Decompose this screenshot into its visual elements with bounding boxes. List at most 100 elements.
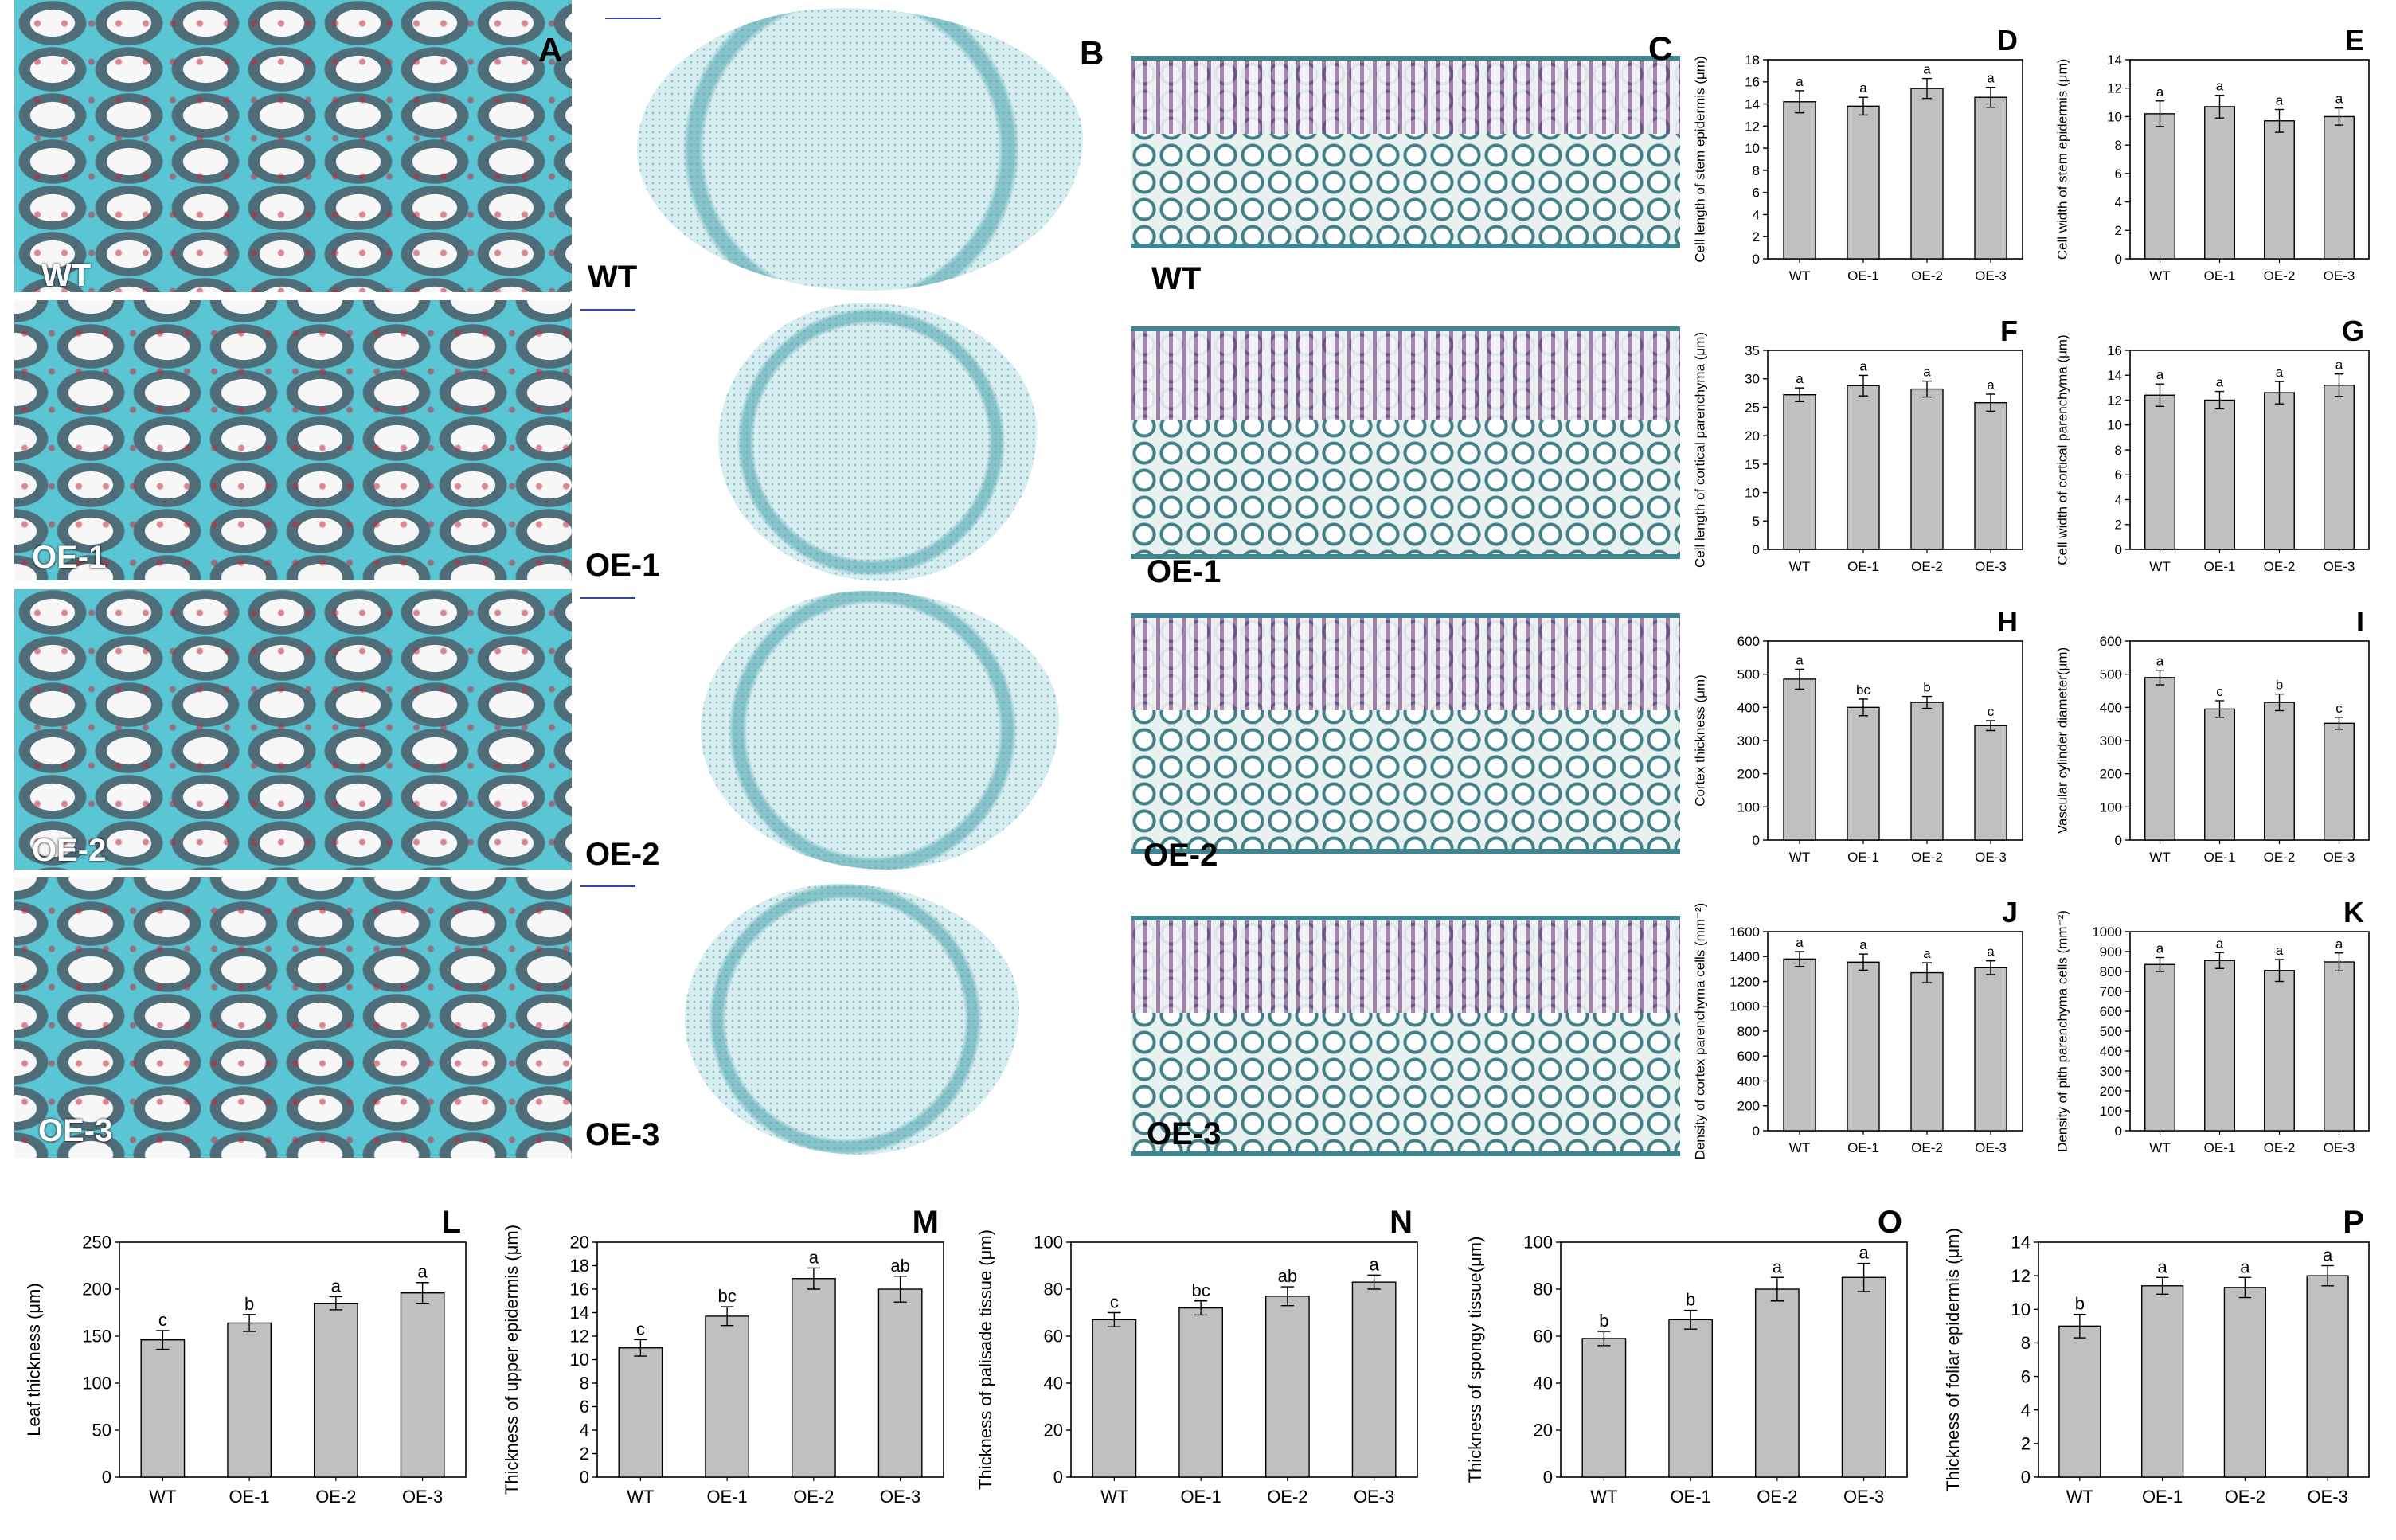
y-tick-label: 0 — [1753, 542, 1760, 557]
x-tick-label: OE-2 — [1911, 559, 1943, 574]
panel-letter-k: K — [2343, 896, 2364, 928]
bar — [1178, 1307, 1224, 1478]
bar — [1754, 1288, 1800, 1478]
y-tick-label: 2 — [2115, 518, 2122, 533]
y-tick-label: 10 — [2107, 418, 2122, 433]
x-tick-label: OE-3 — [1843, 1487, 1884, 1507]
bar — [877, 1288, 923, 1478]
significance-letter: a — [1859, 80, 1867, 96]
bar — [1841, 1276, 1886, 1478]
bar — [1092, 1319, 1137, 1478]
bar — [2324, 115, 2355, 260]
significance-letter: a — [2156, 654, 2164, 669]
bar — [1910, 971, 1944, 1132]
chart-d: D 0 2 4 6 8 10 12 14 16 18 Cell length of stem epid… — [1692, 24, 2023, 283]
y-tick-label: 4 — [2021, 1400, 2031, 1420]
bar — [1910, 388, 1944, 550]
x-tick-label: WT — [2149, 559, 2170, 574]
y-tick-label: 0 — [1053, 1468, 1063, 1487]
significance-letter: b — [244, 1294, 254, 1314]
y-tick-label: 1600 — [1730, 924, 1760, 940]
plot-frame — [2038, 1241, 2370, 1478]
bar — [1847, 706, 1880, 841]
significance-letter: b — [1686, 1290, 1695, 1310]
bar — [1351, 1281, 1397, 1478]
significance-letter: a — [2216, 936, 2224, 951]
significance-letter: a — [1987, 944, 1995, 960]
leaf-section-oe3 — [1131, 916, 1680, 1156]
y-tick-label: 0 — [1543, 1468, 1553, 1487]
y-tick-label: 20 — [1745, 428, 1760, 444]
panel-letter-n: N — [1390, 1205, 1413, 1240]
chart-g: G 0 2 4 6 8 10 12 14 16 Cell width of cortical par… — [2054, 315, 2370, 574]
y-tick-label: 18 — [570, 1256, 589, 1276]
y-tick-label: 2 — [580, 1444, 589, 1464]
y-tick-label: 12 — [570, 1327, 589, 1347]
significance-letter: a — [2158, 1257, 2168, 1276]
y-tick-label: 400 — [1737, 1073, 1760, 1089]
y-tick-label: 600 — [1737, 1049, 1760, 1064]
bar — [2204, 399, 2235, 550]
significance-letter: a — [1796, 652, 1804, 667]
y-axis-label: Vascular cylinder diameter(μm) — [2054, 647, 2070, 834]
bar — [1668, 1319, 1714, 1478]
significance-letter: a — [809, 1247, 819, 1267]
x-tick-label: OE-2 — [315, 1487, 356, 1507]
bar — [400, 1292, 445, 1478]
micrograph-a-oe2 — [14, 589, 572, 870]
genotype-label-b-oe1: OE-1 — [585, 548, 660, 583]
bar — [1974, 402, 2007, 550]
y-tick-label: 10 — [1745, 486, 1760, 501]
y-tick-label: 0 — [2115, 542, 2122, 557]
x-tick-label: OE-1 — [1847, 559, 1879, 574]
chart-p: P 0 2 4 6 8 10 12 14 Thickness of foliar epidermi… — [1943, 1205, 2370, 1507]
bar — [2144, 113, 2175, 260]
bar — [2204, 106, 2235, 260]
chart-n: N 0 20 40 60 80 100 Thickness of palisade tissu… — [975, 1205, 1418, 1507]
x-tick-label: WT — [627, 1487, 654, 1507]
x-tick-label: OE-2 — [2264, 268, 2296, 283]
significance-letter: a — [331, 1276, 342, 1296]
x-tick-label: WT — [149, 1487, 176, 1507]
y-tick-label: 6 — [2115, 166, 2122, 182]
y-axis-label: Cell width of stem epidermis (μm) — [2054, 59, 2070, 260]
x-tick-label: OE-3 — [1975, 850, 2007, 865]
significance-letter: c — [1110, 1292, 1119, 1312]
y-tick-label: 8 — [580, 1374, 589, 1393]
significance-letter: a — [1987, 377, 1995, 393]
stem-cross-section-oe1 — [718, 303, 1037, 581]
y-tick-label: 400 — [1737, 700, 1760, 715]
y-tick-label: 700 — [2100, 984, 2122, 999]
y-tick-label: 250 — [82, 1233, 111, 1253]
y-tick-label: 14 — [2107, 53, 2122, 68]
y-tick-label: 6 — [2021, 1366, 2031, 1386]
y-tick-label: 100 — [82, 1374, 111, 1393]
bar — [1783, 101, 1816, 260]
panel-letter-i: I — [2356, 605, 2364, 638]
x-tick-label: OE-1 — [2204, 1140, 2236, 1155]
plot-frame — [1767, 350, 2023, 550]
bar — [1910, 88, 1944, 260]
y-tick-label: 5 — [1753, 514, 1760, 529]
significance-letter: c — [158, 1310, 167, 1330]
significance-letter: b — [1923, 680, 1930, 695]
x-tick-label: OE-1 — [229, 1487, 269, 1507]
chart-e: E 0 2 4 6 8 10 12 14 Cell width of stem epidermis… — [2054, 24, 2370, 283]
genotype-label-b-wt: WT — [588, 260, 638, 295]
y-tick-label: 900 — [2100, 944, 2122, 960]
y-tick-label: 600 — [2100, 1004, 2122, 1019]
bar — [1783, 678, 1816, 841]
x-tick-label: OE-1 — [1670, 1487, 1710, 1507]
x-tick-label: OE-2 — [1911, 1140, 1943, 1155]
scale-bar — [580, 309, 635, 317]
y-tick-label: 6 — [1753, 186, 1760, 201]
y-tick-label: 8 — [2115, 138, 2122, 153]
x-tick-label: OE-3 — [1975, 559, 2007, 574]
y-tick-label: 0 — [580, 1468, 589, 1487]
plot-frame — [119, 1241, 467, 1478]
genotype-label-b-oe2: OE-2 — [585, 837, 660, 872]
y-tick-label: 10 — [570, 1350, 589, 1370]
significance-letter: a — [1859, 358, 1867, 373]
x-tick-label: OE-2 — [1911, 850, 1943, 865]
y-tick-label: 2 — [2021, 1434, 2031, 1454]
